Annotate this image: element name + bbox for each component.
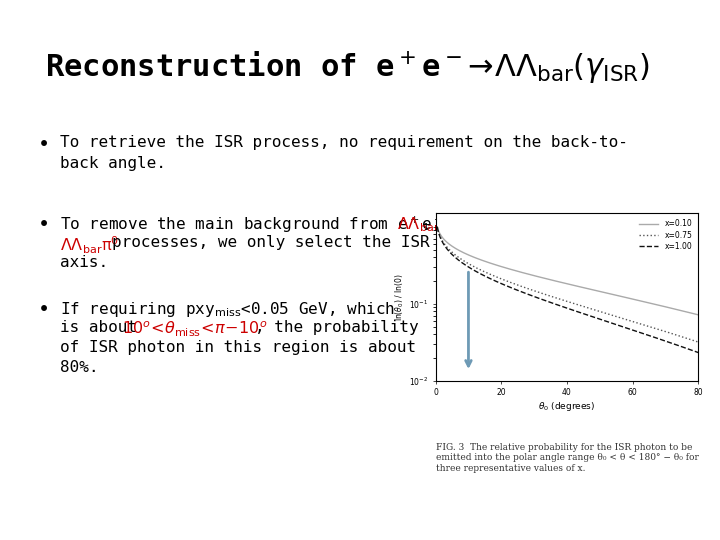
x=0.10 [636, 298, 645, 304]
Line: x=0.75: x=0.75 [437, 227, 698, 342]
Text: Reconstruction of e$^+$e$^-$$\!\rightarrow\!$$\Lambda\Lambda_{\mathsf{bar}}(\gam: Reconstruction of e$^+$e$^-$$\!\rightarr… [45, 50, 649, 86]
Line: x=0.10: x=0.10 [437, 227, 698, 315]
Text: •: • [38, 215, 50, 234]
x=1.00 [539, 296, 547, 303]
x=0.75 [694, 339, 703, 346]
x=0.75 [642, 322, 650, 329]
Text: $10^o\!<\!\theta_{\mathsf{miss}}\!<\!\pi\!-\!10^o$: $10^o\!<\!\theta_{\mathsf{miss}}\!<\!\pi… [122, 320, 268, 339]
Text: $\Lambda\Lambda_{\mathsf{bar}}$γ / $\Lambda\Lambda_{\mathsf{bar}}$γγ /: $\Lambda\Lambda_{\mathsf{bar}}$γ / $\Lam… [397, 215, 557, 234]
Text: FIG. 3  The relative probability for the ISR photon to be
emitted into the polar: FIG. 3 The relative probability for the … [436, 443, 698, 472]
Text: , the probability: , the probability [255, 320, 418, 335]
Text: is about: is about [60, 320, 147, 335]
x=0.10 [642, 299, 650, 305]
x=0.10 [694, 312, 703, 318]
x=0.10 [433, 224, 441, 230]
Text: processes, we only select the ISR photon along the beam: processes, we only select the ISR photon… [112, 235, 642, 250]
x=1.00 [433, 224, 441, 230]
Line: x=1.00: x=1.00 [437, 227, 698, 353]
Text: 80%.: 80%. [60, 360, 99, 375]
Text: $\Lambda\Lambda_{\mathsf{bar}}$π$^0$: $\Lambda\Lambda_{\mathsf{bar}}$π$^0$ [60, 235, 120, 256]
x=0.75 [548, 293, 557, 300]
Text: •: • [38, 135, 50, 154]
x=0.10 [612, 292, 621, 299]
x=0.10 [539, 275, 547, 281]
X-axis label: $\theta_0$ (degrees): $\theta_0$ (degrees) [539, 400, 595, 413]
Text: If requiring pxy$_{\mathsf{miss}}$<0.05 GeV, which: If requiring pxy$_{\mathsf{miss}}$<0.05 … [60, 300, 395, 319]
Text: of ISR photon in this region is about: of ISR photon in this region is about [60, 340, 416, 355]
x=0.10 [459, 249, 468, 256]
x=0.10 [548, 277, 557, 284]
Legend: x=0.10, x=0.75, x=1.00: x=0.10, x=0.75, x=1.00 [637, 217, 695, 253]
Y-axis label: ln($\theta_0$) / ln(0): ln($\theta_0$) / ln(0) [394, 273, 406, 321]
x=1.00 [642, 331, 650, 338]
Text: •: • [38, 300, 50, 319]
Text: axis.: axis. [60, 255, 108, 270]
x=1.00 [636, 329, 645, 336]
Text: To remove the main background from e$^+$e$^-$$\!\rightarrow\!$: To remove the main background from e$^+$… [60, 215, 460, 235]
x=0.75 [636, 321, 645, 327]
x=1.00 [459, 261, 468, 267]
x=0.75 [459, 258, 468, 264]
x=1.00 [548, 300, 557, 306]
x=0.75 [612, 313, 621, 320]
x=0.75 [433, 224, 441, 230]
x=0.75 [539, 291, 547, 297]
x=1.00 [694, 349, 703, 356]
x=1.00 [612, 321, 621, 328]
Text: To retrieve the ISR process, no requirement on the back-to-
back angle.: To retrieve the ISR process, no requirem… [60, 135, 628, 171]
